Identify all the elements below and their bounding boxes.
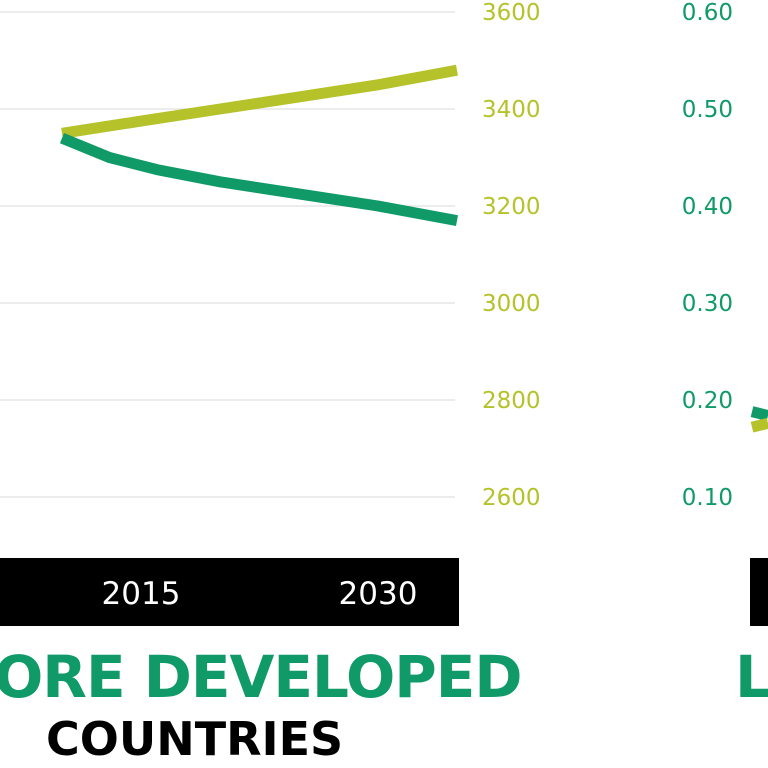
right-chart-y-axis: 3600 3400 3200 3000 2800 2600 bbox=[482, 0, 541, 511]
y-tick-label: 2800 bbox=[482, 388, 541, 414]
y-tick-label: 3200 bbox=[482, 194, 541, 220]
series-line bbox=[59, 133, 458, 227]
right-x-axis-bar bbox=[750, 558, 768, 626]
y-tick-label: 3600 bbox=[482, 0, 541, 26]
left-chart-title-line1: ORE DEVELOPED bbox=[0, 643, 523, 711]
y-tick-label: 0.20 bbox=[682, 388, 733, 414]
x-tick-label: 2015 bbox=[102, 576, 181, 612]
left-chart-y-axis: 0.60 0.50 0.40 0.30 0.20 0.10 bbox=[682, 0, 733, 511]
series-line bbox=[61, 64, 458, 139]
left-x-axis-bar bbox=[0, 558, 459, 626]
left-chart-title-line2: COUNTRIES bbox=[46, 712, 344, 766]
y-tick-label: 0.40 bbox=[682, 194, 733, 220]
y-tick-label: 0.10 bbox=[682, 485, 733, 511]
left-chart-x-axis: 2015 2030 bbox=[102, 576, 418, 612]
y-tick-label: 0.60 bbox=[682, 0, 733, 26]
y-tick-label: 2600 bbox=[482, 485, 541, 511]
series-line bbox=[750, 406, 768, 421]
series-lines bbox=[59, 64, 768, 433]
y-tick-label: 3400 bbox=[482, 97, 541, 123]
y-tick-label: 0.30 bbox=[682, 291, 733, 317]
right-chart-title-line1: L bbox=[735, 643, 768, 711]
grid-lines bbox=[0, 11, 455, 498]
y-tick-label: 3000 bbox=[482, 291, 541, 317]
series-line bbox=[750, 417, 768, 433]
x-tick-label: 2030 bbox=[339, 576, 418, 612]
y-tick-label: 0.50 bbox=[682, 97, 733, 123]
